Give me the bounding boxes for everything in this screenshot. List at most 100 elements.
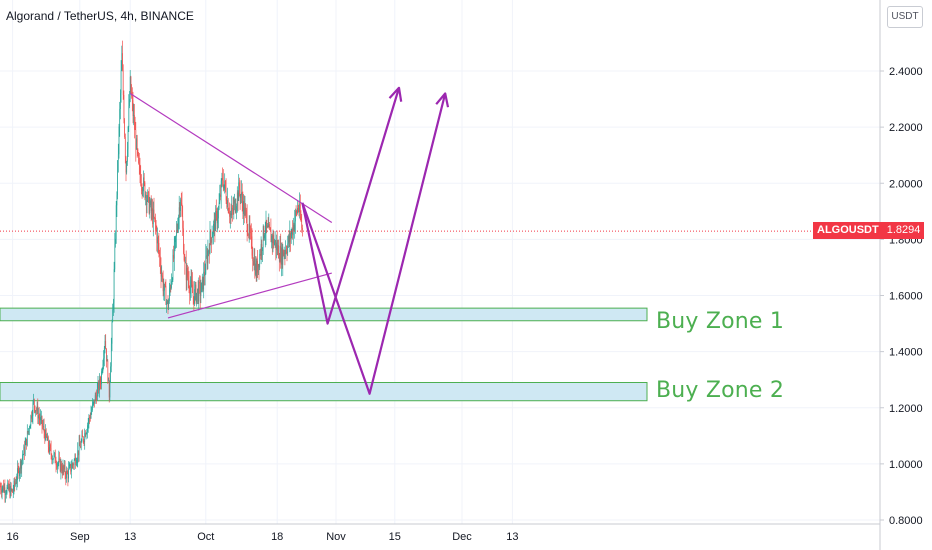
currency-button[interactable]: USDT xyxy=(887,6,923,28)
candle-body xyxy=(144,182,146,198)
candle-body xyxy=(226,200,228,207)
price-axis[interactable]: 2.40002.20002.00001.80001.60001.40001.20… xyxy=(879,0,923,550)
candle-body xyxy=(132,100,134,117)
candle-body xyxy=(24,446,25,455)
candle-body xyxy=(75,463,77,465)
candle-body xyxy=(245,207,247,211)
candle-body xyxy=(108,377,110,398)
buy-zone-2-box xyxy=(0,381,648,402)
candle-body xyxy=(211,237,213,243)
candle-body xyxy=(54,452,56,463)
candle-body xyxy=(3,487,5,492)
candle-body xyxy=(67,473,69,479)
candle-body xyxy=(161,275,163,277)
candle-body xyxy=(87,422,89,426)
candle-body xyxy=(183,228,184,253)
candle-body xyxy=(113,302,114,310)
candle-body xyxy=(94,395,96,404)
candle-body xyxy=(76,460,78,464)
candle-body xyxy=(215,210,217,212)
candle-body xyxy=(101,371,102,385)
projection-arrow-2 xyxy=(301,93,447,395)
candle-body xyxy=(290,233,292,240)
candle-body xyxy=(269,227,271,230)
candle-body xyxy=(54,452,55,455)
candle-body xyxy=(232,207,233,210)
candle-body xyxy=(72,463,74,465)
candle-body xyxy=(41,416,43,426)
candle-body xyxy=(99,378,100,391)
candle-body xyxy=(243,201,245,216)
candle-body xyxy=(73,460,75,466)
candle-body xyxy=(257,260,258,273)
time-tick-label: 13 xyxy=(124,531,136,543)
candle-body xyxy=(88,417,90,423)
candle-body xyxy=(136,138,137,150)
buy-zone-1-box xyxy=(0,307,648,322)
candle-body xyxy=(15,482,16,485)
candle-body xyxy=(263,226,265,239)
candle-body xyxy=(299,204,301,217)
candle-body xyxy=(7,483,9,488)
candle-body xyxy=(18,468,20,476)
candle-body xyxy=(55,462,57,466)
candle-body xyxy=(190,279,192,287)
candle-body xyxy=(190,286,191,294)
candle-body xyxy=(254,258,256,275)
candle-body xyxy=(174,237,176,243)
candle-body xyxy=(66,470,68,474)
candle-body xyxy=(220,180,222,197)
time-tick-label: Dec xyxy=(452,531,472,543)
candle-body xyxy=(141,185,143,191)
candle-body xyxy=(187,267,188,278)
candle-body xyxy=(150,200,151,206)
candle-body xyxy=(37,406,39,419)
candle-body xyxy=(258,264,260,268)
time-axis[interactable]: 16 Sep 13 Oct 18 Nov 15 Dec 13 xyxy=(0,523,880,543)
candle-body xyxy=(180,199,182,204)
candle-body xyxy=(93,399,95,403)
candle-body xyxy=(134,115,135,130)
candle-body xyxy=(239,189,241,199)
candle-body xyxy=(248,234,249,236)
price-tick-label: 2.0000 xyxy=(889,178,923,190)
candle-body xyxy=(217,218,219,224)
candle-body xyxy=(181,203,183,216)
candle-body xyxy=(10,485,11,497)
time-tick-label: 15 xyxy=(389,531,401,543)
candle-body xyxy=(208,250,209,252)
candle-body xyxy=(92,402,94,404)
candle-body xyxy=(147,192,149,201)
candle-body xyxy=(295,211,296,222)
candle-body xyxy=(6,487,8,494)
triangle-lower-line xyxy=(167,272,332,319)
candle-body xyxy=(65,474,67,479)
candle-body xyxy=(148,192,150,214)
candle-body xyxy=(155,217,156,224)
candle-body xyxy=(79,442,81,447)
candle-body xyxy=(156,229,158,244)
candle-body xyxy=(56,465,58,468)
candle-body xyxy=(115,238,116,244)
price-symbol: ALGOUSDT xyxy=(817,224,879,236)
candle-body xyxy=(46,436,48,441)
candle-body xyxy=(159,256,161,268)
candle-body xyxy=(89,417,90,418)
candle-body xyxy=(180,199,181,211)
candle-body xyxy=(257,264,259,273)
candle-body xyxy=(82,437,84,442)
candle-body xyxy=(145,194,147,205)
candle-body xyxy=(297,208,298,213)
candle-body xyxy=(126,161,128,173)
candle-body xyxy=(281,247,282,265)
candle-body xyxy=(38,415,40,418)
candle-body xyxy=(131,96,133,101)
candle-body xyxy=(163,290,165,292)
candle-body xyxy=(123,95,125,121)
candle-body xyxy=(259,253,261,268)
candle-body xyxy=(160,267,162,277)
candle-body xyxy=(155,223,157,230)
candle-body xyxy=(285,249,286,254)
candle-body xyxy=(212,234,214,238)
